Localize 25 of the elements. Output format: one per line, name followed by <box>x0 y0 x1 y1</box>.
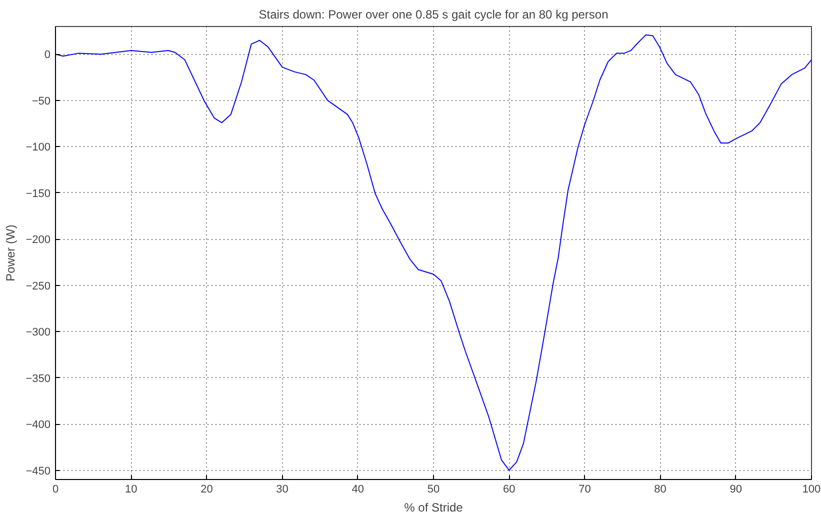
y-tick-label: −300 <box>26 326 51 339</box>
y-axis-title: Power (W) <box>4 224 18 282</box>
x-tick-label: 60 <box>502 484 516 496</box>
x-tick-label: 0 <box>52 484 59 496</box>
x-tick-label: 90 <box>730 484 742 496</box>
x-tick-label: 70 <box>578 484 591 496</box>
x-tick-label: 50 <box>427 484 440 496</box>
x-tick-label: 30 <box>276 484 288 496</box>
x-axis-title: % of Stride <box>404 500 464 514</box>
y-tick-label: −250 <box>26 280 51 292</box>
y-tick-label: −50 <box>32 95 51 108</box>
y-tick-label: −200 <box>26 234 51 246</box>
x-tick-label: 20 <box>200 484 213 496</box>
y-tick-label: −400 <box>26 419 51 432</box>
y-tick-label: −150 <box>26 188 51 200</box>
x-tick-label: 100 <box>802 484 821 496</box>
y-tick-label: −350 <box>26 372 51 385</box>
y-tick-label: −450 <box>26 465 51 478</box>
line-series <box>56 34 812 471</box>
x-tick-label: 80 <box>654 484 666 496</box>
y-tick-label: 0 <box>44 49 51 62</box>
chart-title: Stairs down: Power over one 0.85 s gait cycle for an 80 kg person <box>258 8 608 22</box>
x-tick-label: 10 <box>124 484 138 496</box>
x-tick-label: 40 <box>352 484 364 496</box>
y-tick-label: −100 <box>26 142 51 154</box>
